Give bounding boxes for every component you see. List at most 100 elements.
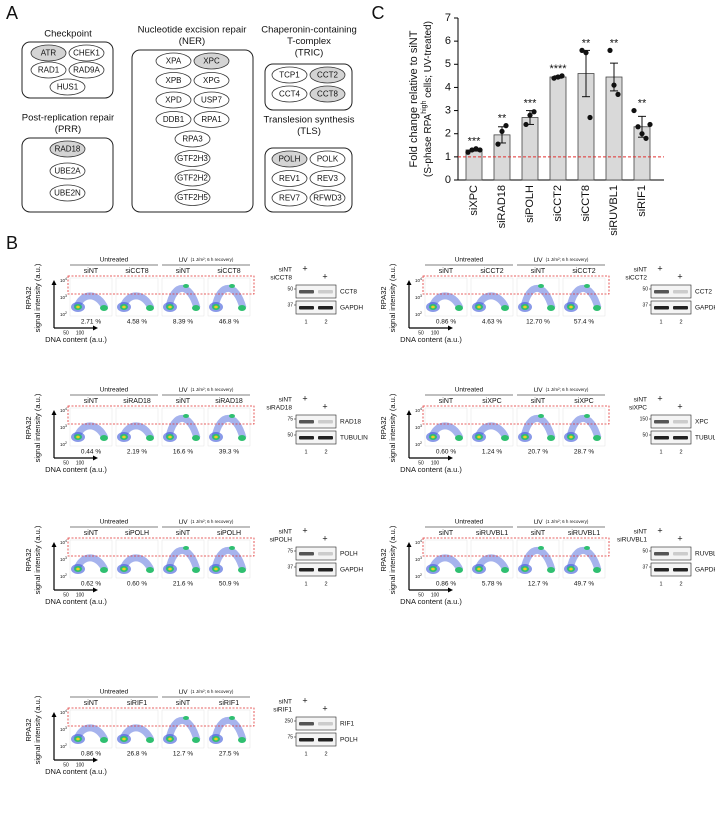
- gene-node: [271, 189, 308, 207]
- y-axis-label: RPA32: [379, 416, 388, 439]
- data-point: [631, 107, 637, 114]
- x-axis-label: DNA content (a.u.): [45, 767, 107, 776]
- sample-label: siRUVBL1: [476, 530, 508, 537]
- uv-label: UV: [179, 387, 189, 394]
- y-axis-label: RPA32: [379, 548, 388, 571]
- y-tick-label: 6: [445, 35, 451, 47]
- gate-percentage: 8.39 %: [173, 319, 193, 326]
- density-core: [238, 737, 246, 743]
- blot-band: [654, 568, 669, 572]
- sample-label: siNT: [84, 530, 99, 537]
- gate-percentage: 0.86 %: [81, 751, 101, 758]
- condition-label: Untreated: [100, 689, 129, 696]
- density-hot: [76, 435, 80, 439]
- x-axis-label: DNA content (a.u.): [400, 597, 462, 606]
- sample-label: siNT: [531, 530, 546, 537]
- blot-marker: 37: [642, 302, 648, 308]
- density-hot: [431, 305, 435, 309]
- density-core: [146, 737, 154, 743]
- significance: ***: [524, 97, 538, 109]
- data-point: [643, 135, 649, 141]
- y-tick-label: 103: [415, 424, 422, 430]
- blot-plus: +: [657, 525, 662, 535]
- gate-percentage: 0.60 %: [127, 581, 147, 588]
- x-tick-label: siCCT2: [552, 185, 564, 222]
- uv-condition: (1 J/m²; 6 h recovery): [546, 257, 589, 262]
- blot-box: [295, 284, 337, 299]
- density-hot: [584, 414, 590, 418]
- blot-marker: 150: [640, 416, 649, 422]
- blot-marker: 75: [287, 734, 293, 740]
- data-point: [587, 114, 593, 121]
- gene-node: [271, 66, 308, 84]
- y-tick-label: 103: [60, 726, 67, 732]
- density-core: [146, 435, 154, 441]
- group-box: [131, 49, 254, 213]
- data-point: [607, 47, 613, 54]
- lane-number: 1: [304, 449, 307, 455]
- density-core: [455, 567, 463, 573]
- x-tick-label: 100: [431, 592, 440, 598]
- density-hot: [229, 414, 235, 418]
- gene-node: [271, 150, 308, 168]
- data-point: [499, 128, 505, 134]
- density-arch: [566, 415, 602, 440]
- sample-label: siNT: [439, 398, 454, 405]
- density-core: [501, 305, 509, 311]
- y-tick-exp: 4: [65, 709, 67, 713]
- blot-plus: +: [677, 271, 682, 281]
- y-tick-base: 10: [60, 744, 66, 749]
- sample-label: siCCT2: [572, 268, 595, 275]
- data-point: [559, 73, 565, 79]
- gate-percentage: 0.62 %: [81, 581, 101, 588]
- arrow-head: [448, 455, 453, 461]
- condition-label: Untreated: [100, 387, 129, 394]
- arrow-head: [51, 712, 57, 717]
- y-tick-base: 10: [415, 425, 421, 430]
- y-axis-label: RPA32: [24, 548, 33, 571]
- y-axis-label-part: cells; UV-treated): [423, 21, 434, 100]
- gate-percentage: 0.60 %: [436, 449, 456, 456]
- gene-label: RAD9A: [73, 66, 100, 75]
- data-point: [583, 50, 589, 56]
- condition-label: Untreated: [455, 519, 484, 526]
- condition-label: Untreated: [100, 257, 129, 264]
- density-hot: [76, 737, 80, 741]
- y-tick-exp: 2: [420, 441, 422, 445]
- group-title: T-complex: [287, 36, 331, 47]
- y-tick-label: 102: [60, 311, 67, 317]
- arrow-head: [448, 325, 453, 331]
- density-arch: [211, 717, 247, 742]
- x-tick-label: siRAD18: [496, 185, 508, 228]
- uv-label: UV: [179, 519, 189, 526]
- y-tick-exp: 3: [65, 556, 67, 560]
- y-tick-base: 10: [60, 295, 66, 300]
- gene-label: XPB: [165, 76, 181, 85]
- gene-node: [49, 78, 86, 96]
- blot-band: [673, 306, 688, 310]
- y-tick-label: 104: [60, 277, 67, 283]
- blot-protein: CCT8: [340, 289, 357, 296]
- condition-label: Untreated: [100, 519, 129, 526]
- blot-plus: +: [322, 271, 327, 281]
- blot-marker: 50: [287, 286, 293, 292]
- blot-condition: siRAD18: [266, 405, 292, 412]
- y-tick-label: 104: [415, 277, 422, 283]
- gene-node: [309, 189, 346, 207]
- density-arch: [566, 285, 602, 310]
- y-tick-exp: 4: [65, 407, 67, 411]
- density-core: [593, 435, 601, 441]
- blot-box: [650, 562, 692, 577]
- sample-label: siRAD18: [123, 398, 151, 405]
- y-tick-label: 102: [60, 743, 67, 749]
- gene-node: [271, 85, 308, 103]
- blot-band: [318, 568, 333, 572]
- blot-marker: 50: [642, 286, 648, 292]
- gate-box: [67, 405, 255, 425]
- y-tick-base: 10: [60, 312, 66, 317]
- lane-number: 2: [324, 319, 327, 325]
- gene-node: [155, 111, 192, 128]
- gene-node: [193, 111, 230, 128]
- density-core: [501, 435, 509, 441]
- density-hot: [569, 435, 573, 439]
